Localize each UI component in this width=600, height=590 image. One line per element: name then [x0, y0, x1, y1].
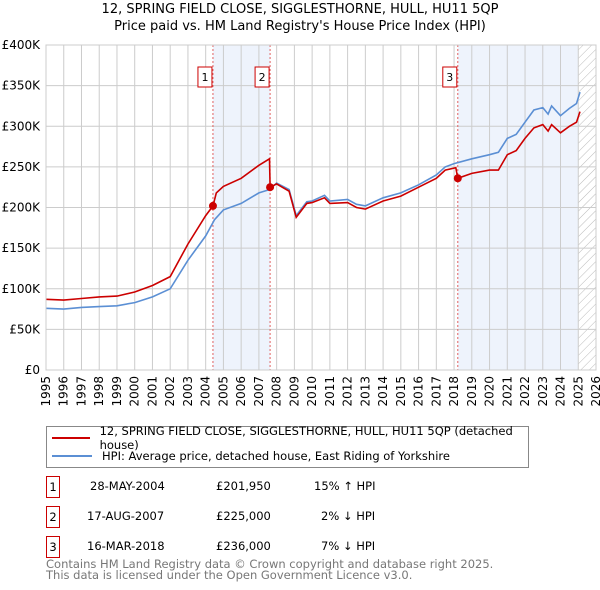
marker-badge: 1	[46, 476, 60, 498]
y-tick-label: £350K	[2, 79, 42, 93]
hpi-delta: 2% ↓ HPI	[321, 509, 376, 523]
x-tick-label: 2008	[270, 376, 284, 407]
x-tick-label: 2006	[234, 376, 248, 407]
legend-swatch-red	[52, 437, 90, 439]
price-chart: 1995 1996 1997 1998 1999 2000 2001 2002 2003 2004…	[2, 38, 600, 407]
legend-label-property: 12, SPRING FIELD CLOSE, SIGGLESTHORNE, H…	[99, 424, 513, 452]
x-tick-label: 1999	[110, 376, 124, 407]
x-tick-label: 2024	[554, 376, 568, 407]
y-tick-label: £0	[25, 363, 40, 377]
x-tick-label: 2015	[394, 376, 408, 407]
annotation-badge	[442, 66, 458, 88]
date: 28-MAY-2004	[90, 479, 165, 493]
chart-title: 12, SPRING FIELD CLOSE, SIGGLESTHORNE, H…	[101, 2, 499, 17]
x-tick-label: 2000	[128, 376, 142, 407]
sale-point	[208, 201, 217, 210]
x-tick-label: 2013	[358, 376, 372, 407]
x-tick-label: 2009	[287, 376, 301, 407]
x-tick-label: 2025	[571, 376, 585, 407]
x-tick-label: 2023	[536, 376, 550, 407]
chart-subtitle: Price paid vs. HM Land Registry's House …	[114, 19, 486, 34]
x-tick-label: 1997	[74, 376, 88, 407]
annotation-label: 3	[446, 71, 453, 84]
legend-item-property: 12, SPRING FIELD CLOSE, SIGGLESTHORNE, H…	[52, 424, 528, 452]
x-tick-label: 2011	[323, 376, 337, 407]
x-tick-label: 2002	[163, 376, 177, 407]
hpi-line	[45, 91, 581, 310]
x-tick-label: 2010	[305, 376, 319, 407]
legend: 12, SPRING FIELD CLOSE, SIGGLESTHORNE, H…	[46, 424, 529, 468]
annotation-badge	[254, 66, 270, 88]
date: 17-AUG-2007	[87, 509, 165, 523]
x-tick-label: 2022	[518, 376, 532, 407]
plot-border	[45, 44, 597, 371]
x-tick-label: 2005	[216, 376, 230, 407]
annotation-badge	[197, 66, 213, 88]
hpi-delta: 15% ↑ HPI	[314, 479, 376, 493]
transaction-row: 3 16-MAR-2018 £236,000 7% ↓ HPI	[46, 536, 546, 558]
y-tick-label: £300K	[2, 119, 42, 133]
transaction-row: 1 28-MAY-2004 £201,950 15% ↑ HPI	[46, 476, 546, 498]
sale-point	[266, 183, 275, 192]
marker-badge: 3	[46, 536, 60, 558]
y-tick-label: £200K	[2, 201, 42, 215]
property-price-line	[45, 111, 581, 301]
date: 16-MAR-2018	[87, 539, 165, 553]
annotation-label: 2	[259, 71, 266, 84]
footer-copyright: Contains HM Land Registry data © Crown c…	[46, 557, 494, 571]
x-tick-label: 2020	[483, 376, 497, 407]
y-tick-label: £150K	[2, 241, 42, 255]
x-tick-label: 2001	[145, 376, 159, 407]
x-tick-label: 2019	[465, 376, 479, 407]
x-tick-label: 2007	[252, 376, 266, 407]
marker-badge: 2	[46, 506, 60, 528]
y-tick-label: £100K	[2, 282, 42, 296]
y-tick-label: £400K	[2, 38, 42, 52]
sale-point	[453, 174, 462, 183]
x-tick-label: 2017	[429, 376, 443, 407]
legend-item-hpi: HPI: Average price, detached house, East…	[52, 448, 450, 464]
y-tick-label: £250K	[2, 160, 42, 174]
x-tick-label: 2018	[447, 376, 461, 407]
x-tick-label: 2016	[412, 376, 426, 407]
transaction-row: 2 17-AUG-2007 £225,000 2% ↓ HPI	[46, 506, 546, 528]
x-tick-label: 2004	[199, 376, 213, 407]
x-tick-label: 2012	[341, 376, 355, 407]
x-tick-label: 2014	[376, 376, 390, 407]
legend-label-hpi: HPI: Average price, detached house, East…	[102, 449, 450, 463]
annotation-label: 1	[201, 71, 208, 84]
hpi-delta: 7% ↓ HPI	[321, 539, 376, 553]
x-tick-label: 2003	[181, 376, 195, 407]
price: £236,000	[216, 539, 271, 553]
x-tick-label: 2026	[589, 376, 600, 407]
price: £201,950	[216, 479, 271, 493]
legend-swatch-blue	[52, 455, 92, 457]
x-tick-label: 1995	[39, 376, 53, 407]
footer-licence: This data is licensed under the Open Gov…	[46, 568, 413, 582]
y-tick-label: £50K	[9, 322, 41, 336]
x-tick-label: 1996	[57, 376, 71, 407]
x-tick-label: 1998	[92, 376, 106, 407]
footer: Contains HM Land Registry data © Crown c…	[46, 557, 494, 582]
price: £225,000	[216, 509, 271, 523]
x-tick-label: 2021	[500, 376, 514, 407]
